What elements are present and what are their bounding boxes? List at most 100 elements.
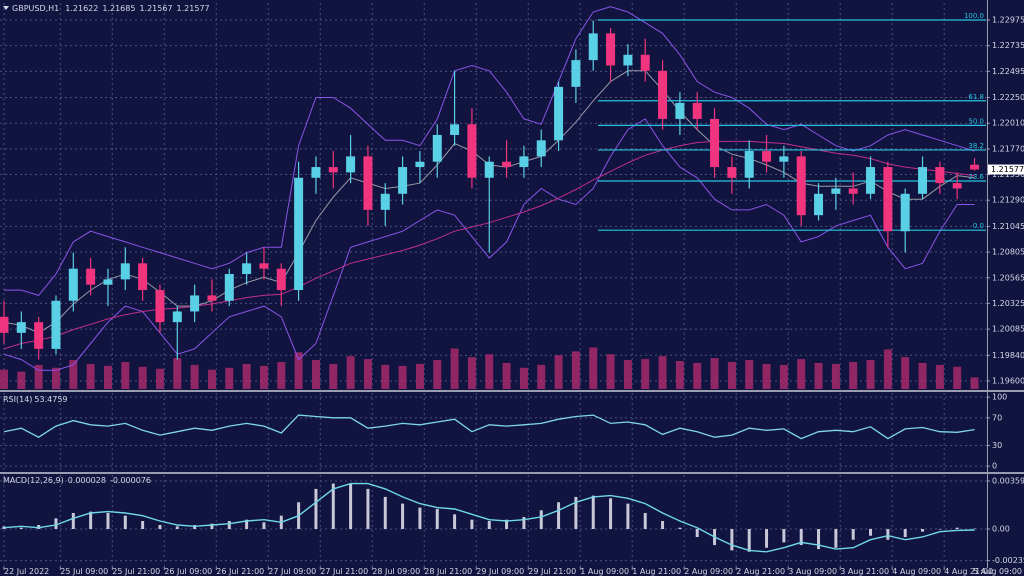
macd-bar	[227, 521, 231, 530]
candle-body	[900, 193, 910, 232]
volume-bar	[363, 359, 372, 389]
candle-body	[796, 156, 806, 216]
volume-bar	[831, 363, 840, 389]
macd-bar	[938, 529, 942, 530]
candle-body	[190, 295, 200, 312]
volume-bar	[103, 365, 112, 389]
candle-body	[675, 102, 685, 119]
volume-bar	[138, 366, 147, 389]
volume-bar	[762, 363, 771, 389]
candle-body	[848, 188, 858, 194]
candle-body	[744, 151, 754, 178]
volume-bar	[242, 363, 251, 389]
volume-bar	[86, 363, 95, 389]
y-tick-label: 1.22250	[992, 93, 1024, 102]
volume-bar	[710, 358, 719, 389]
signal-line	[3, 482, 975, 553]
candle-body	[692, 102, 702, 119]
volume-bar	[415, 363, 424, 389]
volume-bar	[849, 361, 858, 389]
volume-bar	[589, 347, 598, 389]
candle-body	[224, 274, 234, 301]
symbol-header: GBPUSD,H1 1.21622 1.21685 1.21567 1.21577	[12, 4, 210, 13]
fib-label: 23.6	[968, 173, 984, 181]
candle-body	[207, 295, 217, 301]
macd-bar	[89, 511, 93, 530]
macd-bar	[349, 483, 353, 530]
x-tick-label: 26 Jul 09:00	[164, 567, 212, 576]
volume-bar	[554, 355, 563, 389]
macd-bar	[539, 510, 543, 530]
volume-bar	[433, 360, 442, 389]
rsi-value: 53.4759	[34, 395, 67, 404]
volume-bar	[225, 367, 234, 389]
macd-bar	[886, 529, 890, 540]
menu-arrow[interactable]	[3, 6, 9, 10]
candle-body	[623, 54, 633, 66]
macd-bar	[799, 529, 803, 546]
volume-bar	[277, 361, 286, 389]
macd-bar	[643, 512, 647, 530]
macd-bar	[2, 526, 6, 530]
candle-body	[294, 177, 304, 291]
indicator-line	[3, 118, 975, 371]
x-tick-label: 27 Jul 21:00	[320, 567, 368, 576]
x-tick-label: 25 Jul 21:00	[112, 567, 160, 576]
macd-bar	[71, 512, 75, 530]
macd-bar	[210, 523, 214, 530]
macd-bar	[470, 519, 474, 530]
volume-bar	[34, 364, 43, 389]
last-price-label: 1.21577	[991, 165, 1024, 174]
macd-bar	[453, 514, 457, 530]
candle-body	[866, 167, 876, 194]
rsi-line	[3, 414, 975, 440]
y-tick-label: 1.20805	[992, 248, 1024, 257]
macd-bar	[730, 529, 734, 551]
candle-body	[710, 118, 720, 168]
candle-body	[883, 167, 893, 232]
macd-bar	[747, 529, 751, 552]
candle-body	[86, 268, 96, 285]
macd-bar	[366, 488, 370, 530]
candle-body	[398, 167, 408, 194]
macd-bar	[106, 512, 110, 530]
x-tick-label: 27 Jul 09:00	[268, 567, 316, 576]
volume-bar	[606, 354, 615, 389]
macd-bar	[383, 496, 387, 530]
x-tick-label: 1 Aug 09:00	[580, 567, 629, 576]
macd-bar	[574, 496, 578, 530]
candle-body	[952, 183, 962, 189]
fib-label: 38.2	[968, 142, 984, 150]
volume-bar	[51, 367, 60, 389]
volume-bar	[814, 362, 823, 389]
candle-body	[814, 193, 824, 216]
y-tick-label: 1.22975	[992, 16, 1024, 25]
candle-body	[450, 124, 460, 135]
candle-body	[640, 54, 650, 71]
fib-label: 100.0	[964, 12, 984, 20]
fib-label: 61.8	[968, 93, 984, 101]
macd-bar	[695, 529, 699, 538]
y-tick-label: 1.20085	[992, 325, 1024, 334]
signal-value: -0.000076	[110, 476, 151, 485]
volume-bar	[901, 357, 910, 389]
low-price: 1.21567	[139, 4, 172, 13]
macd-bar	[401, 503, 405, 530]
volume-bar	[745, 360, 754, 389]
candle-body	[588, 33, 598, 61]
macd-bar	[626, 503, 630, 530]
candle-body	[484, 161, 494, 178]
high-price: 1.21685	[102, 4, 135, 13]
volume-bar	[571, 351, 580, 389]
macd-bar	[903, 529, 907, 538]
macd-bar	[193, 525, 197, 530]
y-tick-label: 30	[992, 441, 1002, 450]
volume-bar	[294, 352, 303, 389]
volume-bar	[207, 369, 216, 389]
macd-bar	[522, 516, 526, 530]
y-tick-label: 100	[992, 393, 1007, 402]
macd-title: MACD(12,26,9)	[3, 476, 64, 485]
fib-label: 0.0	[973, 222, 984, 230]
x-tick-label: 2 Aug 21:00	[736, 567, 785, 576]
